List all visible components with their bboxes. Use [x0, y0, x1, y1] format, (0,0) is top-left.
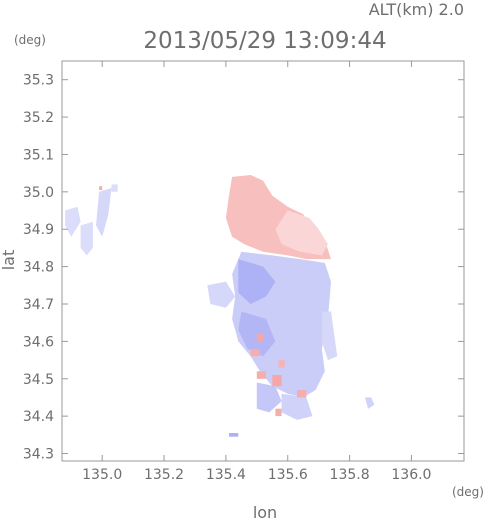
region-positive-18: [256, 371, 267, 379]
region-positive-20: [297, 390, 307, 398]
x-tick-label: 135.0: [82, 467, 122, 483]
x-axis-label: lon: [253, 503, 277, 521]
data-regions: [65, 175, 375, 437]
x-tick-label: 135.8: [330, 467, 370, 483]
y-tick-label: 34.8: [23, 260, 54, 276]
region-negative-12: [321, 311, 338, 361]
region-negative-8: [65, 206, 81, 237]
y-tick-label: 34.4: [23, 409, 54, 425]
region-negative-10: [96, 188, 112, 237]
region-positive-15: [99, 186, 103, 190]
region-positive-16: [256, 333, 263, 342]
x-tick-label: 135.6: [268, 467, 308, 483]
y-tick-label: 35.1: [23, 147, 54, 163]
region-positive-17: [250, 348, 260, 357]
y-tick-label: 35.3: [23, 73, 54, 89]
region-negative-6: [256, 382, 282, 413]
x-tick-label: 135.2: [144, 467, 184, 483]
plot-frame: [61, 60, 465, 462]
y-unit-label: (deg): [14, 33, 46, 47]
y-tick-label: 34.7: [23, 297, 54, 313]
region-negative-11: [111, 184, 118, 192]
y-tick-label: 34.5: [23, 372, 54, 388]
region-negative-5: [207, 281, 236, 308]
x-unit-label: (deg): [452, 485, 484, 499]
x-tick-labels: 135.0 135.2 135.4 135.6 135.8 136.0: [82, 467, 431, 483]
region-positive-1: [275, 210, 328, 256]
x-tick-label: 135.4: [206, 467, 246, 483]
y-tick-label: 35.2: [23, 110, 54, 126]
y-axis-label: lat: [0, 250, 18, 271]
region-negative-14: [229, 433, 239, 437]
chart-title: 2013/05/29 13:09:44: [143, 28, 386, 54]
tick-marks: [62, 61, 464, 461]
region-negative-7: [281, 393, 313, 420]
region-negative-9: [80, 221, 93, 256]
y-tick-label: 34.9: [23, 222, 54, 238]
region-negative-13: [365, 397, 375, 409]
region-positive-19: [272, 375, 282, 387]
region-negative-3: [238, 259, 276, 304]
y-tick-label: 34.3: [23, 447, 54, 463]
region-positive-21: [275, 408, 282, 417]
y-tick-label: 35.0: [23, 185, 54, 201]
altitude-label: ALT(km) 2.0: [369, 0, 464, 19]
region-positive-22: [278, 360, 285, 368]
y-tick-label: 34.6: [23, 334, 54, 350]
y-tick-labels: 34.3 34.4 34.5 34.6 34.7 34.8 34.9 35.0 35.1 35.2…: [23, 73, 54, 463]
x-tick-label: 136.0: [391, 467, 431, 483]
